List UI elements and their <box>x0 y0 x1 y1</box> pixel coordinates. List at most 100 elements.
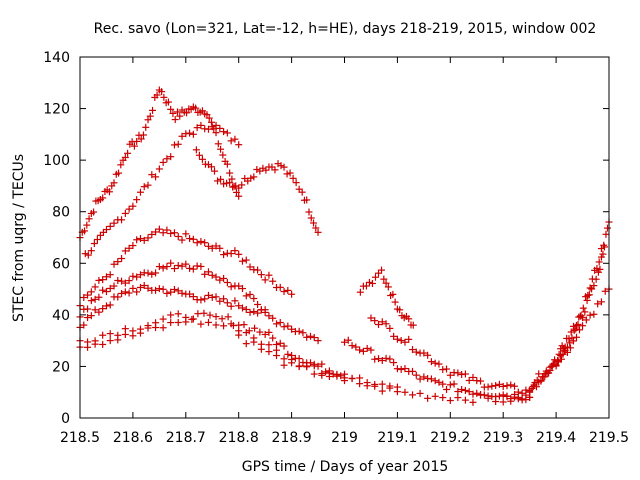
data-point <box>579 304 587 312</box>
data-point <box>473 389 481 397</box>
data-point <box>114 293 122 301</box>
data-point <box>371 380 379 388</box>
data-point <box>446 381 454 389</box>
data-point <box>405 315 413 323</box>
data-point <box>446 397 454 405</box>
data-point <box>420 373 428 381</box>
data-point <box>204 242 212 250</box>
data-point <box>393 335 401 343</box>
data-point <box>314 337 322 345</box>
data-point <box>160 93 168 101</box>
data-point <box>238 181 246 189</box>
data-point <box>586 284 594 292</box>
data-point <box>189 265 197 273</box>
data-point <box>488 382 496 390</box>
data-point <box>227 320 235 328</box>
data-point <box>211 167 219 175</box>
data-point <box>129 202 137 210</box>
data-point <box>600 243 608 251</box>
data-point <box>420 349 428 357</box>
data-point <box>412 348 420 356</box>
data-point <box>140 282 148 290</box>
data-point <box>186 235 194 243</box>
data-point <box>310 334 318 342</box>
data-point <box>371 317 379 325</box>
data-point <box>87 288 95 296</box>
data-point <box>125 277 133 285</box>
data-point <box>208 244 216 252</box>
data-point <box>596 265 604 273</box>
data-point <box>148 230 156 238</box>
data-point <box>566 339 574 347</box>
data-point <box>121 153 129 161</box>
data-point <box>569 337 577 345</box>
x-tick-label: 219.4 <box>536 430 576 446</box>
data-point <box>588 275 596 283</box>
data-point <box>565 335 573 343</box>
data-point <box>114 336 122 344</box>
data-point <box>602 230 610 238</box>
data-point <box>84 314 92 322</box>
data-point <box>593 264 601 272</box>
data-point <box>231 247 239 255</box>
data-point <box>594 300 602 308</box>
y-axis-label: STEC from uqrg / TECUs <box>11 154 27 322</box>
data-point <box>96 231 104 239</box>
data-point <box>518 389 526 397</box>
data-point <box>129 272 137 280</box>
data-point <box>133 288 141 296</box>
data-point <box>163 289 171 297</box>
data-point <box>167 288 175 296</box>
data-point <box>125 205 133 213</box>
data-point <box>280 288 288 296</box>
data-point <box>352 343 360 351</box>
data-point <box>170 285 178 293</box>
data-point <box>197 296 205 304</box>
data-point <box>158 88 166 96</box>
data-point <box>204 125 212 133</box>
data-point <box>133 137 141 145</box>
data-point <box>124 149 132 157</box>
data-point <box>375 355 383 363</box>
data-point <box>409 391 417 399</box>
data-point <box>499 391 507 399</box>
data-point <box>174 310 182 318</box>
data-point <box>595 258 603 266</box>
data-point <box>95 308 103 316</box>
data-point <box>573 333 581 341</box>
data-point <box>401 388 409 396</box>
data-point <box>257 306 265 314</box>
data-point <box>584 291 592 299</box>
data-point <box>146 112 154 120</box>
data-point <box>389 290 397 298</box>
data-point <box>148 270 156 278</box>
data-point <box>603 224 611 232</box>
data-point <box>435 360 443 368</box>
data-point <box>136 329 144 337</box>
data-point <box>155 165 163 173</box>
data-point <box>223 299 231 307</box>
data-point <box>511 390 519 398</box>
data-point <box>265 348 273 356</box>
data-point <box>557 355 565 363</box>
data-point <box>139 131 147 139</box>
data-point <box>303 196 311 204</box>
data-point <box>193 239 201 247</box>
data-point <box>208 271 216 279</box>
data-point <box>507 381 515 389</box>
data-point <box>427 375 435 383</box>
data-point <box>492 382 500 390</box>
data-point <box>367 314 375 322</box>
x-tick-label: 219.5 <box>589 430 629 446</box>
data-point <box>307 214 315 222</box>
data-point <box>271 166 279 174</box>
data-point <box>250 338 258 346</box>
data-point <box>144 116 152 124</box>
data-point <box>450 380 458 388</box>
data-point <box>597 298 605 306</box>
data-point <box>386 324 394 332</box>
y-tick-label: 140 <box>43 50 70 66</box>
data-point <box>193 124 201 132</box>
data-point <box>133 196 141 204</box>
data-point <box>207 118 215 126</box>
